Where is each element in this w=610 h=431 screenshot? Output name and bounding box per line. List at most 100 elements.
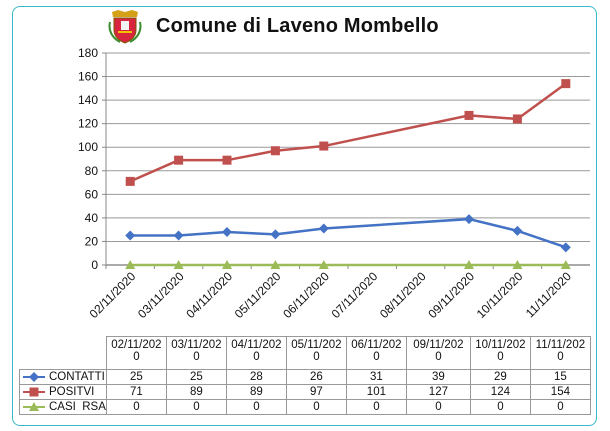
table-cell: 0 — [225, 399, 287, 415]
x-tick-label: 06/11/2020 — [280, 269, 332, 321]
data-point — [464, 110, 474, 120]
x-tick-label: 03/11/2020 — [135, 269, 187, 321]
header: Comune di Laveno Mombello — [108, 8, 439, 44]
column-header-line: 04/11/202 — [231, 339, 282, 351]
column-header-line: 0 — [133, 351, 140, 363]
table-cell: 89 — [225, 384, 287, 400]
column-header-line: 03/11/202 — [171, 339, 222, 351]
row-label-text: CONTATTI — [49, 371, 105, 383]
data-point — [512, 260, 523, 269]
table-column-header: 04/11/202 0 — [225, 336, 287, 370]
data-point — [174, 155, 184, 165]
data-point — [464, 214, 474, 225]
column-header-line: 0 — [313, 351, 320, 363]
y-tick-label: 0 — [91, 258, 98, 272]
table-cell: 0 — [345, 399, 407, 415]
data-point — [270, 260, 281, 269]
chart-frame — [12, 6, 597, 426]
column-header-line: 06/11/202 — [351, 339, 402, 351]
series-contatti — [125, 214, 571, 253]
data-point — [173, 260, 184, 269]
table-column-header: 05/11/202 0 — [285, 336, 347, 370]
column-header-line: 02/11/202 — [111, 339, 162, 351]
row-label-text: CASI RSA — [49, 401, 106, 413]
x-tick-label: 02/11/2020 — [87, 269, 139, 321]
legend-marker — [29, 371, 39, 382]
table-column-header: 06/11/202 0 — [345, 336, 407, 370]
table-cell: 29 — [469, 369, 531, 385]
x-tick-label: 07/11/2020 — [329, 269, 381, 321]
data-point — [560, 260, 571, 269]
data-point — [464, 260, 474, 269]
table-cell: 39 — [405, 369, 471, 385]
data-point — [512, 225, 523, 236]
table-cell: 0 — [105, 399, 167, 415]
y-tick-label: 100 — [78, 140, 98, 154]
column-header-line: 11/11/202 — [535, 339, 586, 351]
legend-key-triangle-icon — [23, 401, 45, 411]
data-point — [222, 155, 232, 165]
series-casi-rsa — [125, 260, 571, 269]
y-tick-label: 40 — [85, 211, 99, 225]
municipal-crest-icon — [108, 10, 142, 44]
y-tick-label: 160 — [78, 70, 98, 84]
y-tick-label: 180 — [78, 46, 98, 60]
table-cell: 0 — [285, 399, 347, 415]
table-cell: 25 — [105, 369, 167, 385]
table-row: POSITVI 71 89 89 97 101 127 124 154 — [19, 384, 591, 400]
table-column-header: 03/11/202 0 — [165, 336, 227, 370]
y-tick-label: 120 — [78, 117, 98, 131]
series-layer — [125, 79, 571, 269]
table-cell: 154 — [529, 384, 591, 400]
x-tick-label: 09/11/2020 — [425, 269, 477, 321]
column-header-line: 0 — [193, 351, 200, 363]
table-column-header: 11/11/202 0 — [529, 336, 591, 370]
page-title: Comune di Laveno Mombello — [156, 14, 439, 37]
table-cell: 28 — [225, 369, 287, 385]
column-header-line: 09/11/202 — [413, 339, 464, 351]
table-column-header: 02/11/202 0 — [105, 336, 167, 370]
table-cell: 0 — [165, 399, 227, 415]
table-row: CASI RSA 0 0 0 0 0 0 0 0 — [19, 399, 591, 415]
x-tick-label: 11/11/2020 — [523, 269, 574, 320]
y-tick-label: 60 — [85, 187, 99, 201]
column-header-line: 0 — [435, 351, 442, 363]
table-cell: 101 — [345, 384, 407, 400]
legend-key-diamond-icon — [23, 371, 45, 382]
data-point — [173, 230, 184, 241]
table-row-label: CASI RSA — [19, 399, 107, 415]
column-header-line: 0 — [497, 351, 504, 363]
table-cell: 25 — [165, 369, 227, 385]
data-point — [560, 242, 571, 253]
table-header-row: 02/11/202 0 03/11/202 0 04/11/202 0 05/11/202 0… — [19, 336, 591, 370]
series-positvi — [125, 79, 571, 186]
x-tick-label: 05/11/2020 — [232, 269, 284, 321]
table-corner — [19, 336, 107, 370]
x-tick-label: 08/11/2020 — [377, 269, 429, 321]
table-cell: 0 — [529, 399, 591, 415]
table-column-header: 09/11/202 0 — [405, 336, 471, 370]
table-cell: 89 — [165, 384, 227, 400]
data-point — [222, 227, 232, 238]
table-cell: 15 — [529, 369, 591, 385]
table-row: CONTATTI 25 25 28 26 31 39 29 15 — [19, 369, 591, 385]
data-point — [319, 141, 329, 151]
column-header-line: 05/11/202 — [291, 339, 342, 351]
legend-key-square-icon — [23, 387, 45, 397]
data-point — [318, 223, 329, 234]
data-point — [318, 260, 329, 269]
column-header-line: 0 — [253, 351, 260, 363]
data-point — [125, 260, 136, 269]
table-cell: 127 — [405, 384, 471, 400]
column-header-line: 0 — [557, 351, 564, 363]
data-point — [270, 146, 280, 156]
data-point — [270, 229, 281, 240]
table-cell: 0 — [405, 399, 471, 415]
table-cell: 124 — [469, 384, 531, 400]
y-tick-label: 20 — [85, 234, 99, 248]
data-point — [125, 230, 136, 241]
y-tick-label: 80 — [85, 164, 99, 178]
data-table: 02/11/202 0 03/11/202 0 04/11/202 0 05/11/202 0… — [19, 336, 591, 415]
column-header-line: 0 — [373, 351, 380, 363]
